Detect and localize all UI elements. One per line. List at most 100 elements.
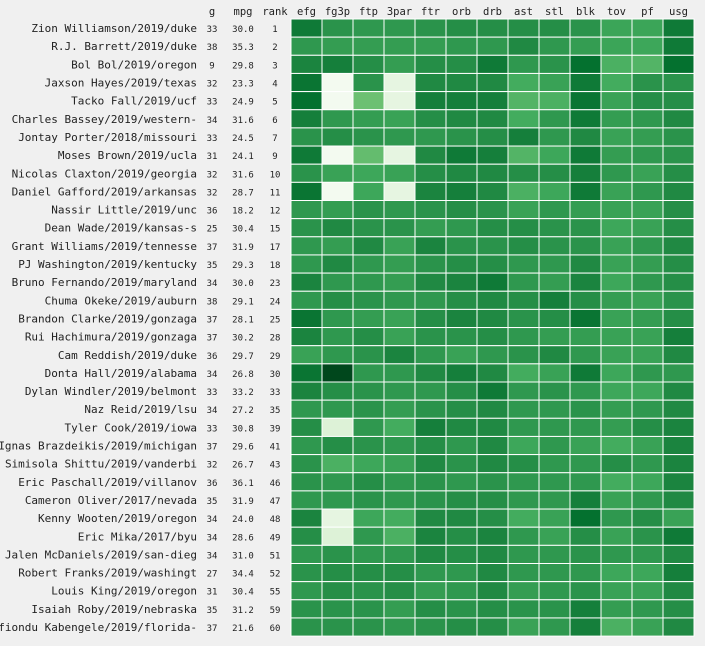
heatmap-cell-stl <box>538 163 571 183</box>
heatmap-cell-orb <box>445 181 478 202</box>
heatmap-cell-efg <box>290 308 323 329</box>
table-row: Naz Reid/2019/lsu 34 27.2 35 <box>84 399 695 419</box>
heatmap-cell-fg3p <box>321 109 354 129</box>
games-value: 34 <box>207 533 218 543</box>
player-label: Isaiah Roby/2019/nebraska <box>31 603 197 616</box>
heatmap-cell-blk <box>569 563 602 583</box>
heatmap-cell-orb <box>445 617 478 637</box>
heatmap-cell-blk <box>569 54 602 74</box>
heatmap-cell-ftp <box>352 163 385 183</box>
games-value: 25 <box>207 225 218 235</box>
heatmap-cell-ftr <box>414 254 447 274</box>
heatmap-cell-usg <box>662 91 695 111</box>
heatmap-cell-ast <box>507 290 540 310</box>
heatmap-cell-pf <box>631 91 664 111</box>
table-row: Moses Brown/2019/ucla 31 24.1 9 <box>58 145 695 165</box>
table-row: Kenny Wooten/2019/oregon 34 24.0 48 <box>38 508 695 528</box>
heatmap-cell-pf <box>631 145 664 165</box>
heatmap-cell-efg <box>290 435 323 456</box>
heatmap-cell-3par <box>383 200 416 220</box>
rank-value: 3 <box>272 61 277 71</box>
heatmap-cell-fg3p <box>321 308 354 329</box>
heatmap-cell-ftp <box>352 363 385 383</box>
heatmap-cell-ast <box>507 617 540 637</box>
rank-value: 60 <box>270 624 281 634</box>
heatmap-cell-efg <box>290 91 323 111</box>
heatmap-cell-drb <box>476 18 509 38</box>
heatmap-cell-pf <box>631 472 664 492</box>
games-value: 31 <box>207 152 218 162</box>
heatmap-cell-ftr <box>414 363 447 383</box>
heatmap-cell-usg <box>662 454 695 474</box>
heatmap-cell-efg <box>290 599 323 619</box>
heatmap-cell-orb <box>445 581 478 601</box>
heatmap-cell-blk <box>569 109 602 129</box>
heatmap-cell-3par <box>383 163 416 183</box>
heatmap-cell-stl <box>538 36 571 56</box>
heatmap-cell-stl <box>538 218 571 238</box>
rank-value: 17 <box>270 243 281 253</box>
table-row: R.J. Barrett/2019/duke 38 35.3 2 <box>51 36 695 56</box>
heatmap-cell-drb <box>476 381 509 401</box>
heatmap-cell-blk <box>569 327 602 347</box>
mpg-value: 30.0 <box>232 279 254 289</box>
heatmap-cell-drb <box>476 435 509 456</box>
heatmap-cell-tov <box>600 109 633 129</box>
column-header-efg: efg <box>297 6 316 18</box>
heatmap-cell-blk <box>569 181 602 202</box>
heatmap-cell-3par <box>383 599 416 619</box>
heatmap-cell-fg3p <box>321 472 354 492</box>
table-row: Zion Williamson/2019/duke 33 30.0 1 <box>31 18 695 38</box>
mpg-value: 31.2 <box>232 606 254 616</box>
games-value: 36 <box>207 207 218 217</box>
heatmap-cell-tov <box>600 508 633 528</box>
mpg-value: 29.7 <box>232 352 254 362</box>
heatmap-cell-efg <box>290 490 323 510</box>
rank-value: 25 <box>270 315 281 325</box>
heatmap-cell-fg3p <box>321 200 354 220</box>
heatmap-cell-orb <box>445 472 478 492</box>
heatmap-cell-ftp <box>352 236 385 256</box>
heatmap-cell-stl <box>538 200 571 220</box>
heatmap-cell-blk <box>569 254 602 274</box>
heatmap-cell-efg <box>290 363 323 383</box>
heatmap-cell-blk <box>569 363 602 383</box>
heatmap-cell-3par <box>383 435 416 456</box>
heatmap-cell-blk <box>569 308 602 329</box>
heatmap-cell-ftr <box>414 563 447 583</box>
games-value: 32 <box>207 170 218 180</box>
games-value: 34 <box>207 551 218 561</box>
heatmap-cell-usg <box>662 109 695 129</box>
player-label: Nassir Little/2019/unc <box>51 204 197 217</box>
rank-value: 15 <box>270 225 281 235</box>
heatmap-cell-ftp <box>352 127 385 147</box>
table-row: Rui Hachimura/2019/gonzaga 37 30.2 28 <box>25 327 695 347</box>
player-label: Cameron Oliver/2017/nevada <box>25 494 197 507</box>
games-value: 34 <box>207 279 218 289</box>
heatmap-cell-ftr <box>414 472 447 492</box>
heatmap-cell-usg <box>662 581 695 601</box>
heatmap-cell-ftp <box>352 272 385 292</box>
heatmap-cell-tov <box>600 236 633 256</box>
heatmap-cell-fg3p <box>321 490 354 510</box>
heatmap-cell-stl <box>538 91 571 111</box>
heatmap-cell-ftr <box>414 218 447 238</box>
rank-value: 9 <box>272 152 277 162</box>
heatmap-cell-tov <box>600 526 633 546</box>
heatmap-cell-blk <box>569 617 602 637</box>
player-label: Grant Williams/2019/tennesse <box>12 240 197 253</box>
heatmap-cell-ftp <box>352 617 385 637</box>
mpg-value: 28.1 <box>232 315 254 325</box>
heatmap-cell-tov <box>600 345 633 365</box>
player-label: Ignas Brazdeikis/2019/michigan <box>0 440 197 453</box>
heatmap-cell-drb <box>476 617 509 637</box>
heatmap-cell-stl <box>538 435 571 456</box>
heatmap-cell-efg <box>290 200 323 220</box>
mpg-value: 28.7 <box>232 188 254 198</box>
heatmap-cell-pf <box>631 272 664 292</box>
heatmap-cell-drb <box>476 254 509 274</box>
heatmap-cell-ftp <box>352 54 385 74</box>
heatmap-cell-efg <box>290 127 323 147</box>
heatmap-cell-efg <box>290 236 323 256</box>
heatmap-cell-orb <box>445 454 478 474</box>
